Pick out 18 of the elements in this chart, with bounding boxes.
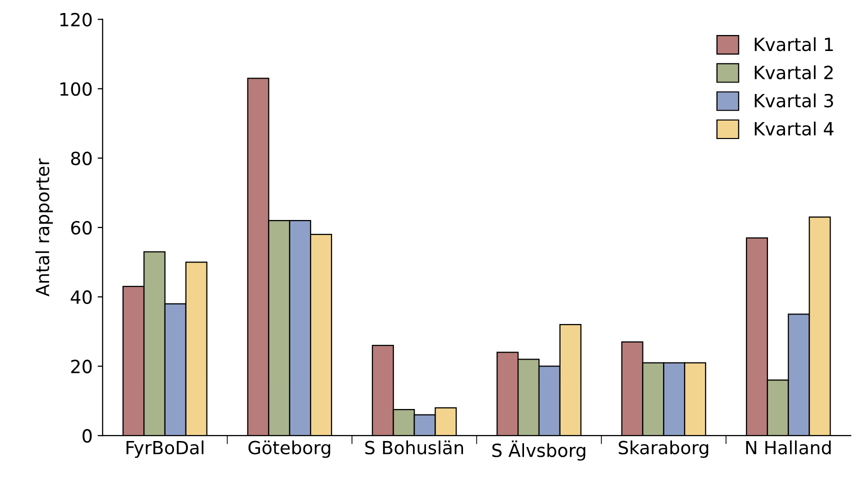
legend-label: Kvartal 4 [754,122,834,136]
y-tick-label: 0 [82,429,92,443]
y-tick-label: 60 [71,220,92,235]
y-axis-title: Antal rapporter [35,158,53,296]
x-tick-label: FyrBoDal [126,440,204,458]
y-tick-label: 120 [60,12,92,26]
x-tick-label: Skaraborg [618,440,708,458]
x-tick-label: Göteborg [248,440,330,458]
x-tick-label: S Älvsborg [492,440,586,461]
y-tick-label: 80 [71,152,92,166]
x-tick-label: S Bohuslän [365,440,464,454]
x-tick-label: N Halland [746,440,831,454]
legend-label: Kvartal 3 [754,94,834,108]
legend-label: Kvartal 2 [754,65,833,80]
y-tick-label: 20 [71,360,92,374]
y-tick-label: 40 [70,290,92,304]
y-tick-label: 100 [60,82,92,96]
legend-label: Kvartal 1 [754,37,833,52]
